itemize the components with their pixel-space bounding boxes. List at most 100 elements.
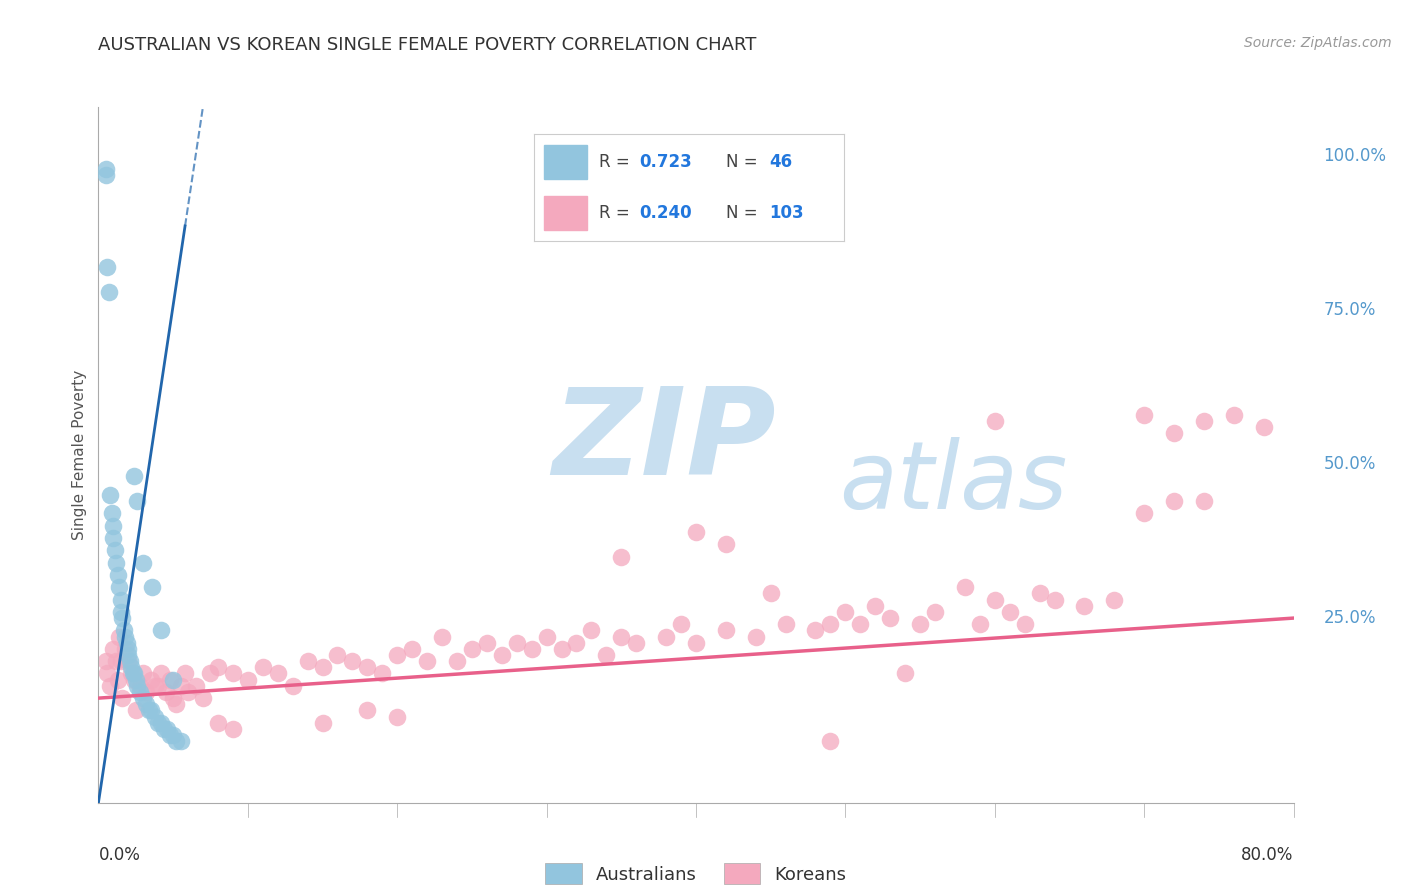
Point: [129, 679, 152, 693]
Point: [120, 660, 142, 674]
Point: [98, 488, 122, 502]
Point: [297, 654, 319, 668]
Bar: [544, 196, 586, 230]
Point: [908, 617, 931, 632]
Point: [141, 580, 163, 594]
Point: [252, 660, 274, 674]
Point: [356, 660, 378, 674]
Point: [655, 630, 678, 644]
Point: [610, 630, 633, 644]
Point: [114, 641, 136, 656]
Point: [143, 679, 166, 693]
Point: [111, 611, 134, 625]
Point: [1028, 586, 1050, 600]
Point: [159, 673, 181, 687]
Point: [624, 636, 647, 650]
Point: [953, 580, 976, 594]
Point: [475, 636, 498, 650]
Point: [105, 654, 128, 668]
Point: [110, 605, 132, 619]
Point: [1104, 592, 1126, 607]
Point: [135, 685, 157, 699]
Point: [165, 698, 187, 712]
Point: [105, 556, 128, 570]
Text: R =: R =: [599, 153, 636, 170]
Text: 46: 46: [769, 153, 793, 170]
Text: Source: ZipAtlas.com: Source: ZipAtlas.com: [1244, 36, 1392, 50]
Point: [446, 654, 468, 668]
Point: [834, 605, 856, 619]
Point: [610, 549, 633, 564]
Text: 103: 103: [769, 204, 804, 222]
Text: ZIP: ZIP: [553, 383, 776, 500]
Point: [132, 691, 155, 706]
Text: atlas: atlas: [839, 437, 1067, 528]
Point: [326, 648, 349, 662]
Point: [94, 168, 117, 182]
Text: 100.0%: 100.0%: [1323, 147, 1386, 165]
Point: [820, 734, 842, 748]
Point: [1163, 426, 1185, 441]
Point: [1192, 494, 1215, 508]
Point: [1163, 494, 1185, 508]
Point: [129, 685, 152, 699]
Point: [153, 722, 176, 736]
Point: [714, 537, 737, 551]
Point: [162, 691, 184, 706]
Point: [506, 636, 529, 650]
Point: [150, 624, 173, 638]
Point: [969, 617, 991, 632]
Point: [1073, 599, 1095, 613]
Point: [1223, 408, 1246, 422]
Legend: Australians, Koreans: Australians, Koreans: [538, 856, 853, 891]
Point: [150, 715, 173, 730]
Point: [103, 531, 125, 545]
Point: [98, 679, 122, 693]
Point: [124, 666, 146, 681]
Point: [184, 679, 207, 693]
Point: [115, 636, 138, 650]
Point: [849, 617, 872, 632]
Point: [118, 654, 141, 668]
Point: [120, 666, 142, 681]
Point: [385, 648, 409, 662]
Point: [148, 715, 170, 730]
Point: [104, 543, 127, 558]
Point: [135, 698, 157, 712]
Point: [103, 641, 125, 656]
Point: [108, 580, 131, 594]
Point: [169, 679, 191, 693]
Point: [97, 285, 120, 299]
Point: [894, 666, 917, 681]
Point: [581, 624, 603, 638]
Point: [565, 636, 588, 650]
Point: [132, 556, 155, 570]
Point: [143, 709, 166, 723]
Point: [207, 715, 229, 730]
Point: [430, 630, 453, 644]
Point: [714, 624, 737, 638]
Text: 25.0%: 25.0%: [1323, 609, 1376, 627]
Point: [96, 260, 118, 274]
Point: [1133, 507, 1156, 521]
Point: [759, 586, 782, 600]
Point: [124, 469, 146, 483]
Text: N =: N =: [725, 153, 763, 170]
Y-axis label: Single Female Poverty: Single Female Poverty: [72, 370, 87, 540]
Text: 0.240: 0.240: [640, 204, 692, 222]
Point: [127, 679, 149, 693]
Point: [156, 722, 179, 736]
Point: [139, 673, 162, 687]
Point: [267, 666, 290, 681]
Point: [595, 648, 617, 662]
Point: [111, 691, 134, 706]
Point: [342, 654, 364, 668]
Point: [101, 507, 124, 521]
Point: [200, 666, 222, 681]
Point: [685, 524, 707, 539]
Point: [385, 709, 409, 723]
Point: [159, 728, 181, 742]
Point: [150, 666, 173, 681]
Point: [94, 654, 117, 668]
Point: [1192, 414, 1215, 428]
